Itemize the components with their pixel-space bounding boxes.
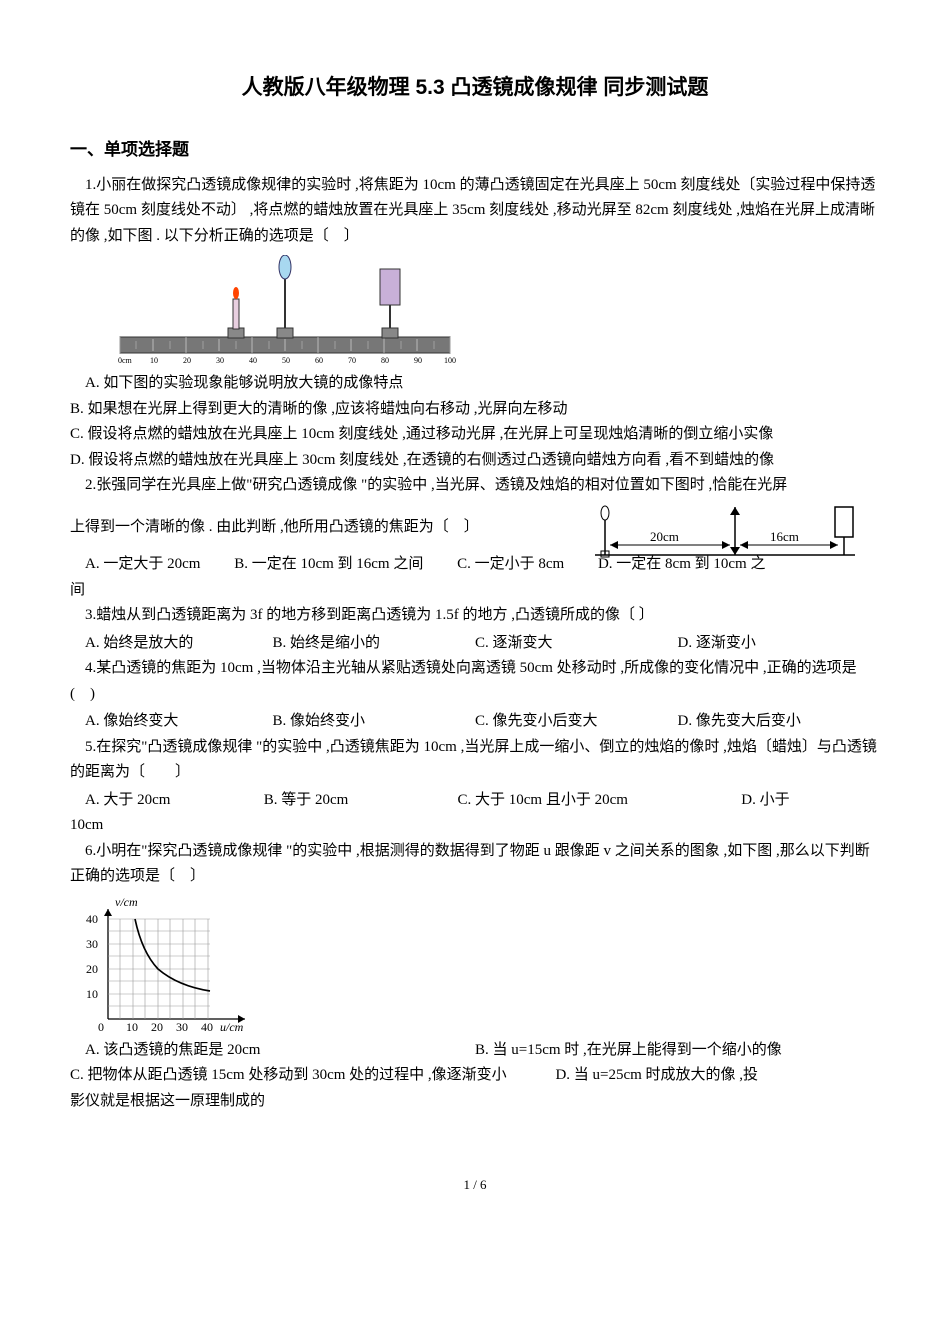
svg-text:0: 0: [98, 1020, 104, 1034]
q6-optD: D. 当 u=25cm 时成放大的像 ,投: [555, 1067, 758, 1083]
q6-optB: B. 当 u=15cm 时 ,在光屏上能得到一个缩小的像: [475, 1038, 880, 1064]
q4-optC: C. 像先变小后变大: [475, 709, 678, 735]
svg-text:20: 20: [183, 356, 191, 365]
q5-optD2: 10cm: [70, 813, 880, 839]
svg-text:20: 20: [86, 962, 98, 976]
q1-optB: B. 如果想在光屏上得到更大的清晰的像 ,应该将蜡烛向右移动 ,光屏向左移动: [70, 397, 880, 423]
svg-text:30: 30: [216, 356, 224, 365]
q2-optB: B. 一定在 10cm 到 16cm 之间: [234, 556, 423, 572]
svg-text:20: 20: [151, 1020, 163, 1034]
svg-text:100: 100: [444, 356, 456, 365]
q1-optA: A. 如下图的实验现象能够说明放大镜的成像特点: [70, 371, 880, 397]
svg-text:10: 10: [126, 1020, 138, 1034]
q3-optB: B. 始终是缩小的: [273, 631, 476, 657]
q6-optsCD: C. 把物体从距凸透镜 15cm 处移动到 30cm 处的过程中 ,像逐渐变小 …: [70, 1063, 880, 1089]
page-footer: 1 / 6: [70, 1174, 880, 1196]
q2-text: 2.张强同学在光具座上做"研究凸透镜成像 "的实验中 ,当光屏、透镜及烛焰的相对…: [70, 473, 880, 499]
svg-text:60: 60: [315, 356, 323, 365]
svg-text:90: 90: [414, 356, 422, 365]
q6-optsAB: A. 该凸透镜的焦距是 20cm B. 当 u=15cm 时 ,在光屏上能得到一…: [70, 1038, 880, 1064]
q1-optC: C. 假设将点燃的蜡烛放在光具座上 10cm 刻度线处 ,通过移动光屏 ,在光屏…: [70, 422, 880, 448]
page-title: 人教版八年级物理 5.3 凸透镜成像规律 同步测试题: [70, 70, 880, 106]
q3-optD: D. 逐渐变小: [678, 631, 881, 657]
q1-optD: D. 假设将点燃的蜡烛放在光具座上 30cm 刻度线处 ,在透镜的右侧透过凸透镜…: [70, 448, 880, 474]
q5-optA: A. 大于 20cm: [70, 788, 260, 814]
svg-text:70: 70: [348, 356, 356, 365]
q4-options: A. 像始终变大 B. 像始终变小 C. 像先变小后变大 D. 像先变大后变小: [70, 709, 880, 735]
svg-text:40: 40: [86, 912, 98, 926]
svg-text:30: 30: [86, 937, 98, 951]
q4-optA: A. 像始终变大: [70, 709, 273, 735]
q2-optC: C. 一定小于 8cm: [457, 556, 564, 572]
q6-optA: A. 该凸透镜的焦距是 20cm: [70, 1038, 475, 1064]
q2-diagram: 20cm 16cm: [580, 505, 870, 563]
q4-optD: D. 像先变大后变小: [678, 709, 881, 735]
q6-chart: v/cm 10 20 30 40 0 10 20 30 40 u/cm: [80, 894, 880, 1034]
q6-text: 6.小明在"探究凸透镜成像规律 "的实验中 ,根据测得的数据得到了物距 u 跟像…: [70, 839, 880, 890]
svg-text:20cm: 20cm: [650, 529, 679, 544]
svg-text:30: 30: [176, 1020, 188, 1034]
q5-optC: C. 大于 10cm 且小于 20cm: [458, 788, 738, 814]
q6-optC: C. 把物体从距凸透镜 15cm 处移动到 30cm 处的过程中 ,像逐渐变小: [70, 1067, 507, 1083]
q3-optC: C. 逐渐变大: [475, 631, 678, 657]
svg-text:40: 40: [249, 356, 257, 365]
q6-optD2: 影仪就是根据这一原理制成的: [70, 1089, 880, 1115]
q4-text: 4.某凸透镜的焦距为 10cm ,当物体沿主光轴从紧贴透镜处向离透镜 50cm …: [70, 656, 880, 707]
svg-text:10: 10: [150, 356, 158, 365]
svg-text:10: 10: [86, 987, 98, 1001]
q5-text: 5.在探究"凸透镜成像规律 "的实验中 ,凸透镜焦距为 10cm ,当光屏上成一…: [70, 735, 880, 786]
svg-text:u/cm: u/cm: [220, 1020, 244, 1034]
q5-optB: B. 等于 20cm: [264, 788, 454, 814]
svg-text:v/cm: v/cm: [115, 895, 138, 909]
q5-optD: D. 小于: [741, 792, 789, 808]
q3-options: A. 始终是放大的 B. 始终是缩小的 C. 逐渐变大 D. 逐渐变小: [70, 631, 880, 657]
q4-optB: B. 像始终变小: [273, 709, 476, 735]
q1-diagram: 0cm 10 20 30 40 50 60 70 80 90 100: [110, 255, 880, 365]
q3-text: 3.蜡烛从到凸透镜距离为 3f 的地方移到距离凸透镜为 1.5f 的地方 ,凸透…: [70, 603, 880, 629]
q2-optA: A. 一定大于 20cm: [70, 552, 200, 578]
svg-text:40: 40: [201, 1020, 213, 1034]
section-header: 一、单项选择题: [70, 136, 880, 165]
svg-text:80: 80: [381, 356, 389, 365]
q5-options: A. 大于 20cm B. 等于 20cm C. 大于 10cm 且小于 20c…: [70, 788, 880, 814]
q2-optD2: 间: [70, 578, 880, 604]
svg-text:50: 50: [282, 356, 290, 365]
q1-text: 1.小丽在做探究凸透镜成像规律的实验时 ,将焦距为 10cm 的薄凸透镜固定在光…: [70, 173, 880, 250]
q3-optA: A. 始终是放大的: [70, 631, 273, 657]
svg-text:0cm: 0cm: [118, 356, 133, 365]
svg-text:16cm: 16cm: [770, 529, 799, 544]
